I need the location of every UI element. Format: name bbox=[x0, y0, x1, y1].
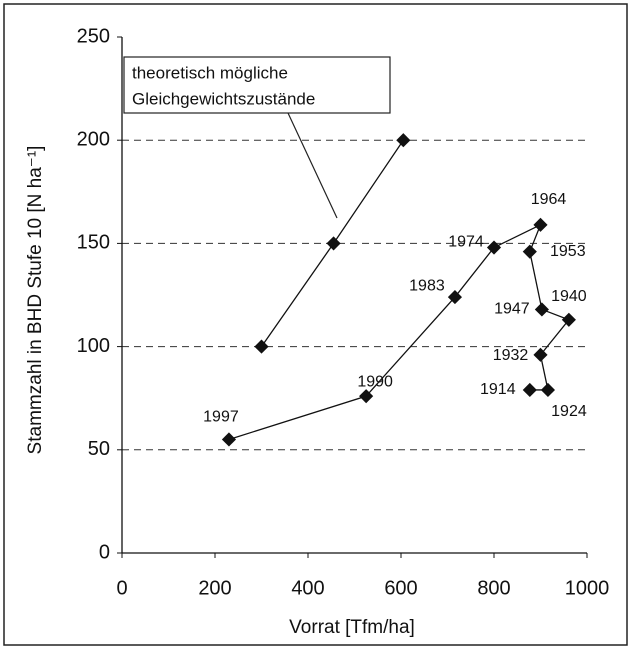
point-label: 1932 bbox=[493, 347, 529, 364]
frame bbox=[3, 3, 628, 646]
x-tick-label: 400 bbox=[291, 577, 324, 599]
y-tick-label: 200 bbox=[77, 128, 110, 150]
marker bbox=[533, 217, 548, 232]
x-tick-label: 600 bbox=[384, 577, 417, 599]
marker bbox=[533, 347, 548, 362]
y-tick-label: 250 bbox=[77, 25, 110, 47]
point-label: 1947 bbox=[494, 301, 530, 318]
marker bbox=[522, 382, 537, 398]
marker bbox=[561, 312, 576, 327]
marker bbox=[396, 133, 411, 148]
marker bbox=[359, 389, 374, 404]
y-tick-label: 100 bbox=[77, 335, 110, 357]
point-label: 1964 bbox=[531, 191, 567, 208]
annotation-leader bbox=[287, 112, 338, 219]
annotation-line: Gleichgewichtszustände bbox=[132, 89, 315, 108]
point-label: 1914 bbox=[480, 381, 516, 398]
x-tick-label: 1000 bbox=[565, 577, 610, 599]
y-tick-label: 150 bbox=[77, 232, 110, 254]
marker bbox=[540, 382, 556, 398]
point-label: 1940 bbox=[551, 288, 587, 305]
x-tick-label: 200 bbox=[198, 577, 231, 599]
annotation-line: theoretisch mögliche bbox=[132, 63, 288, 82]
marker bbox=[326, 236, 341, 251]
point-label: 1990 bbox=[357, 373, 393, 390]
plot-area: 0 50 100 150 200 250 0 200 400 600 800 1000 1914 1924… bbox=[77, 25, 610, 599]
point-label: 1974 bbox=[448, 234, 484, 251]
point-label: 1953 bbox=[550, 243, 586, 260]
point-label: 1997 bbox=[203, 409, 239, 426]
x-tick-label: 800 bbox=[477, 577, 510, 599]
marker bbox=[522, 244, 537, 259]
y-tick-label: 0 bbox=[99, 541, 110, 563]
x-tick-label: 0 bbox=[116, 577, 127, 599]
point-label: 1983 bbox=[409, 277, 445, 294]
x-axis-label: Vorrat [Tfm/ha] bbox=[289, 617, 415, 638]
marker bbox=[486, 240, 502, 255]
annotation-box bbox=[123, 56, 391, 114]
marker bbox=[254, 339, 269, 354]
series-line bbox=[228, 223, 570, 441]
y-tick-label: 50 bbox=[88, 438, 110, 460]
point-label: 1924 bbox=[551, 403, 587, 420]
y-axis-label: Stammzahl in BHD Stufe 10 [N ha⁻¹] bbox=[25, 146, 46, 455]
marker bbox=[221, 432, 237, 447]
marker bbox=[534, 302, 549, 317]
marker bbox=[447, 289, 463, 305]
